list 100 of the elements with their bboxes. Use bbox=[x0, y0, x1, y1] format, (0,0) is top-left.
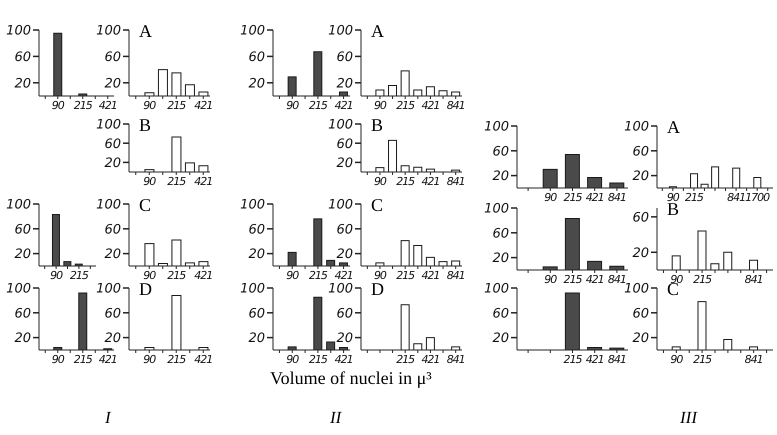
y-tick-label: 100 bbox=[96, 24, 121, 39]
x-tick-label: 215 bbox=[396, 352, 416, 366]
x-tick-label: 421 bbox=[98, 98, 117, 112]
y-tick-label: 20 bbox=[336, 156, 353, 172]
y-tick-label: 60 bbox=[14, 222, 31, 238]
y-tick-label: 60 bbox=[104, 306, 121, 322]
y-tick-label: 100 bbox=[6, 198, 31, 213]
y-tick-label: 100 bbox=[484, 202, 509, 217]
y-tick-label: 20 bbox=[104, 331, 121, 346]
y-tick-label: 100 bbox=[484, 282, 509, 297]
y-tick-label: 60 bbox=[104, 50, 121, 66]
y-tick-label: 20 bbox=[14, 76, 31, 92]
y-tick-label: 20 bbox=[104, 76, 121, 92]
x-tick-label: 215 bbox=[70, 268, 89, 282]
chart-title: C bbox=[139, 195, 152, 215]
x-tick-label: 421 bbox=[421, 98, 440, 112]
text: I bbox=[105, 408, 111, 428]
y-tick-label: 20 bbox=[336, 76, 353, 92]
y-tick-label: 60 bbox=[492, 226, 509, 242]
x-tick-label: 90 bbox=[544, 190, 558, 204]
x-tick-label: 841 bbox=[744, 272, 763, 286]
x-tick-label: 1700 bbox=[745, 190, 770, 204]
x-tick-label: 90 bbox=[286, 268, 300, 282]
y-tick-label: 100 bbox=[96, 282, 121, 297]
y-tick-label: 20 bbox=[492, 251, 509, 266]
y-tick-label: 60 bbox=[104, 136, 121, 152]
y-tick-label: 100 bbox=[624, 120, 649, 135]
x-tick-label: 841 bbox=[608, 190, 626, 204]
x-tick-label: 215 bbox=[167, 268, 186, 282]
x-tick-label: 90 bbox=[143, 98, 156, 112]
y-tick-label: 60 bbox=[632, 306, 649, 322]
y-tick-label: 100 bbox=[484, 120, 509, 135]
x-tick-label: 841 bbox=[446, 174, 465, 188]
y-tick-label: 60 bbox=[14, 50, 31, 66]
x-tick-label: 841 bbox=[446, 352, 465, 366]
x-tick-label: 215 bbox=[167, 352, 186, 366]
x-tick-label: 90 bbox=[286, 352, 300, 366]
y-tick-label: 60 bbox=[336, 306, 353, 322]
y-tick-label: 60 bbox=[248, 222, 265, 238]
x-tick-label: 841 bbox=[446, 268, 465, 282]
chart-title: A bbox=[139, 21, 152, 41]
y-tick-label: 20 bbox=[14, 247, 31, 262]
x-tick-label: 90 bbox=[374, 98, 387, 112]
x-tick-label: 215 bbox=[693, 272, 712, 286]
chart-title: C bbox=[371, 195, 384, 215]
y-tick-label: 100 bbox=[240, 282, 265, 297]
chart-title: A bbox=[667, 117, 680, 137]
x-tick-label: 215 bbox=[74, 98, 93, 112]
x-tick-label: 215 bbox=[564, 352, 582, 366]
x-tick-label: 90 bbox=[52, 98, 65, 112]
y-tick-label: 20 bbox=[492, 331, 509, 346]
y-tick-label: 60 bbox=[492, 306, 509, 322]
x-tick-label: 215 bbox=[684, 190, 704, 204]
x-tick-label: 90 bbox=[143, 268, 156, 282]
x-tick-label: 90 bbox=[52, 352, 65, 366]
y-tick-label: 100 bbox=[240, 198, 265, 213]
text: III bbox=[680, 408, 697, 428]
x-tick-label: 215 bbox=[564, 190, 582, 204]
x-tick-label: 215 bbox=[396, 98, 416, 112]
y-tick-label: 60 bbox=[336, 136, 353, 152]
y-tick-label: 20 bbox=[104, 156, 121, 172]
x-tick-label: 421 bbox=[586, 352, 604, 366]
y-tick-label: 20 bbox=[632, 169, 649, 184]
y-tick-label: 60 bbox=[492, 144, 509, 160]
y-tick-label: 60 bbox=[632, 144, 649, 160]
y-tick-label: 20 bbox=[248, 331, 265, 346]
x-tick-label: 421 bbox=[194, 268, 212, 282]
y-tick-label: 100 bbox=[96, 118, 121, 133]
x-tick-label: 215 bbox=[308, 98, 328, 112]
x-tick-label: 215 bbox=[308, 268, 328, 282]
x-tick-label: 841 bbox=[608, 352, 626, 366]
y-tick-label: 100 bbox=[328, 198, 353, 213]
x-tick-label: 90 bbox=[374, 268, 387, 282]
x-tick-label: 421 bbox=[194, 98, 212, 112]
x-tick-label: 90 bbox=[374, 174, 387, 188]
x-tick-label: 421 bbox=[586, 272, 604, 286]
x-tick-label: 90 bbox=[544, 272, 558, 286]
text: II bbox=[330, 408, 342, 428]
x-tick-label: 421 bbox=[421, 268, 440, 282]
y-tick-label: 20 bbox=[336, 247, 353, 262]
x-tick-label: 421 bbox=[194, 174, 212, 188]
y-tick-label: 20 bbox=[632, 331, 649, 346]
x-tick-label: 90 bbox=[666, 190, 680, 204]
y-tick-label: 60 bbox=[248, 50, 265, 66]
chart-title: B bbox=[139, 115, 152, 135]
y-tick-label: 60 bbox=[104, 222, 121, 238]
x-axis-title: Volume of nuclei in μ³ bbox=[270, 368, 432, 389]
x-tick-label: 421 bbox=[421, 174, 440, 188]
y-tick-label: 60 bbox=[248, 306, 265, 322]
y-tick-label: 100 bbox=[624, 282, 649, 297]
x-tick-label: 421 bbox=[334, 268, 353, 282]
x-tick-label: 215 bbox=[396, 268, 416, 282]
x-tick-label: 90 bbox=[50, 268, 64, 282]
x-tick-label: 90 bbox=[286, 98, 300, 112]
y-tick-label: 20 bbox=[492, 169, 509, 184]
x-tick-label: 90 bbox=[670, 352, 684, 366]
x-tick-label: 841 bbox=[727, 190, 746, 204]
y-tick-label: 60 bbox=[632, 210, 649, 226]
x-tick-label: 421 bbox=[586, 190, 604, 204]
x-tick-label: 421 bbox=[421, 352, 440, 366]
